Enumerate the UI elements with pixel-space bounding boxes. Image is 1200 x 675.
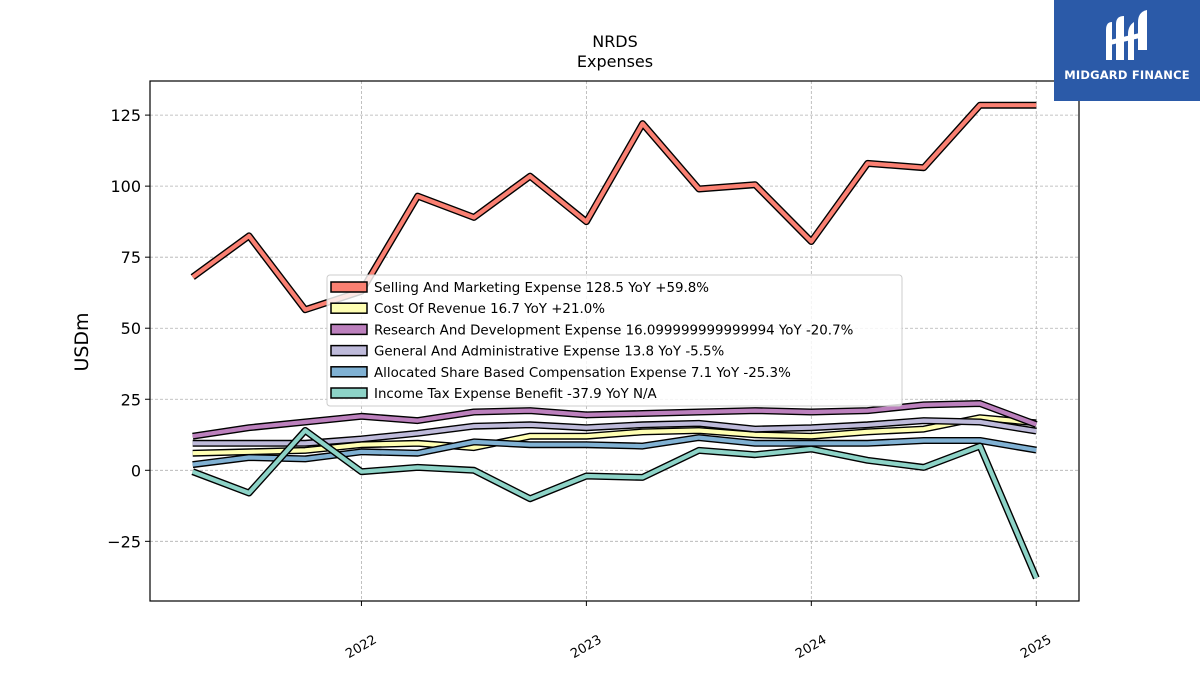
chart-subtitle: Expenses [577,52,653,71]
logo-text: MIDGARD FINANCE [1064,68,1190,82]
legend-swatch [330,344,368,357]
legend-swatch [330,387,368,399]
logo-mark-icon [1106,10,1147,60]
legend-swatch [330,281,368,293]
y-tick-label: 125 [110,106,141,125]
legend-label: Cost Of Revenue 16.7 YoY +21.0% [374,302,605,317]
x-tick-label: 2025 [1018,632,1054,662]
y-tick-label: 75 [121,248,141,267]
legend-swatch [330,302,368,314]
y-tick-label: 100 [110,177,141,196]
legend-label: Allocated Share Based Compensation Expen… [374,366,791,381]
plot-frame [149,80,1080,602]
y-tick-label: 25 [121,390,141,409]
series-line-general-and-administrative-expense [192,418,1037,446]
y-axis: −25 0 25 50 75 100 125 [107,106,150,551]
x-tick-label: 2022 [343,632,379,662]
midgard-finance-logo: MIDGARD FINANCE [1054,0,1200,101]
x-tick-label: 2023 [568,632,604,662]
series-lines [190,101,1040,580]
legend: Selling And Marketing Expense 128.5 YoY … [326,274,903,407]
series-line-income-tax-expense-benefit [191,428,1039,579]
chart-title: NRDS [592,32,638,51]
legend-label: Research And Development Expense 16.0999… [374,323,853,338]
legend-label: General And Administrative Expense 13.8 … [374,345,724,360]
y-tick-label: −25 [107,532,141,551]
y-tick-label: 0 [131,461,141,480]
series-outline-income-tax-expense-benefit [191,427,1040,580]
legend-label: Selling And Marketing Expense 128.5 YoY … [374,281,709,296]
series-line-research-and-development-expense [192,401,1038,439]
x-tick-label: 2024 [793,632,829,662]
y-axis-label: USDm [71,312,93,371]
legend-swatch [330,366,368,378]
x-axis: 2022 2023 2024 2025 [343,601,1054,662]
legend-label: Income Tax Expense Benefit -37.9 YoY N/A [374,387,658,402]
legend-frame [326,274,903,407]
y-tick-label: 50 [121,319,141,338]
legend-swatch [330,323,368,336]
